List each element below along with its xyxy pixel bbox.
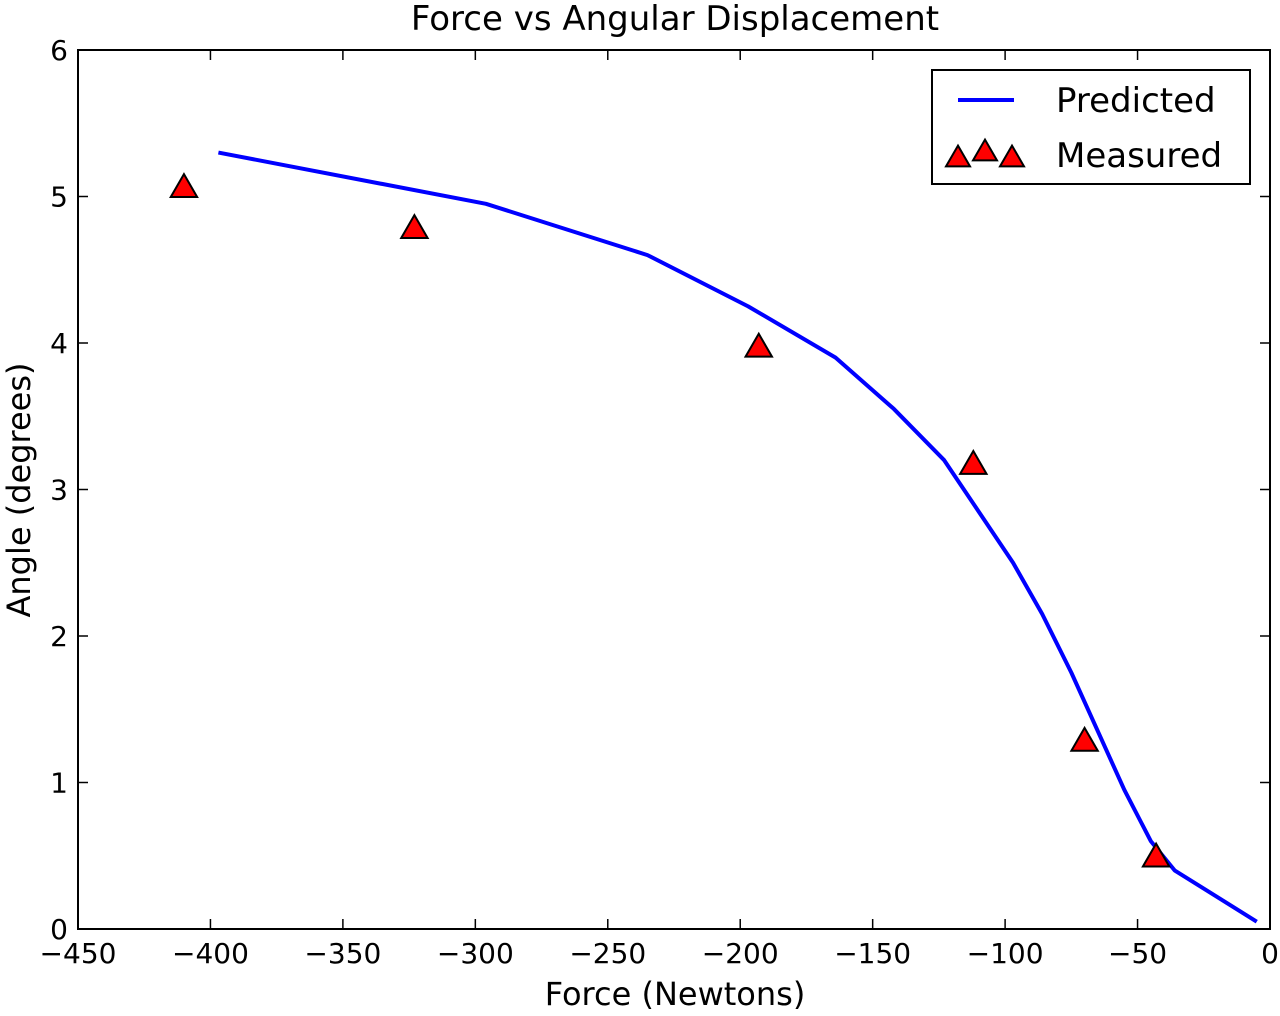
y-tick-label: 0 bbox=[50, 913, 68, 946]
x-tick-label: −300 bbox=[437, 937, 514, 970]
y-tick-label: 1 bbox=[50, 767, 68, 800]
x-tick-label: −200 bbox=[702, 937, 779, 970]
series-predicted-line bbox=[218, 150, 1258, 924]
legend-box bbox=[931, 69, 1251, 185]
x-tick-label: 0 bbox=[1261, 937, 1279, 970]
chart-title: Force vs Angular Displacement bbox=[411, 0, 939, 39]
x-tick-label: −50 bbox=[1108, 937, 1167, 970]
legend-measured-label: Measured bbox=[1056, 136, 1222, 176]
x-tick-label: −350 bbox=[304, 937, 381, 970]
measured-point bbox=[1069, 725, 1100, 752]
measured-point bbox=[743, 331, 774, 358]
x-tick-label: −150 bbox=[834, 937, 911, 970]
y-tick-label: 5 bbox=[50, 181, 68, 214]
y-axis-label: Angle (degrees) bbox=[0, 362, 38, 617]
y-tick-label: 6 bbox=[50, 34, 68, 67]
x-tick-label: −250 bbox=[569, 937, 646, 970]
y-tick-label: 4 bbox=[50, 327, 68, 360]
measured-point bbox=[169, 172, 199, 198]
legend-measured-marker bbox=[971, 137, 999, 162]
measured-point bbox=[1141, 841, 1172, 868]
measured-point bbox=[399, 213, 430, 239]
x-tick-label: −400 bbox=[172, 937, 249, 970]
y-tick-label: 2 bbox=[50, 620, 68, 653]
legend-measured-marker bbox=[944, 143, 972, 168]
plot-area: −450 −400 −350 −300 −250 −200 −150 −100 −50 0 0 1 2 3… bbox=[40, 34, 1279, 970]
x-axis-label: Force (Newtons) bbox=[545, 975, 806, 1012]
x-tick-label: −450 bbox=[40, 937, 117, 970]
x-tick-label: −100 bbox=[967, 937, 1044, 970]
legend-measured-marker bbox=[998, 143, 1026, 168]
measured-point bbox=[958, 448, 989, 475]
legend-predicted-label: Predicted bbox=[1056, 81, 1216, 121]
y-tick-label: 3 bbox=[50, 474, 68, 507]
